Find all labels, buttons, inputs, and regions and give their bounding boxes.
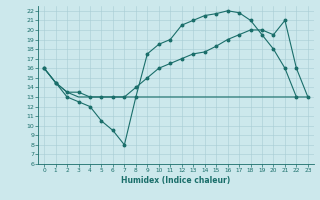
X-axis label: Humidex (Indice chaleur): Humidex (Indice chaleur) bbox=[121, 176, 231, 185]
